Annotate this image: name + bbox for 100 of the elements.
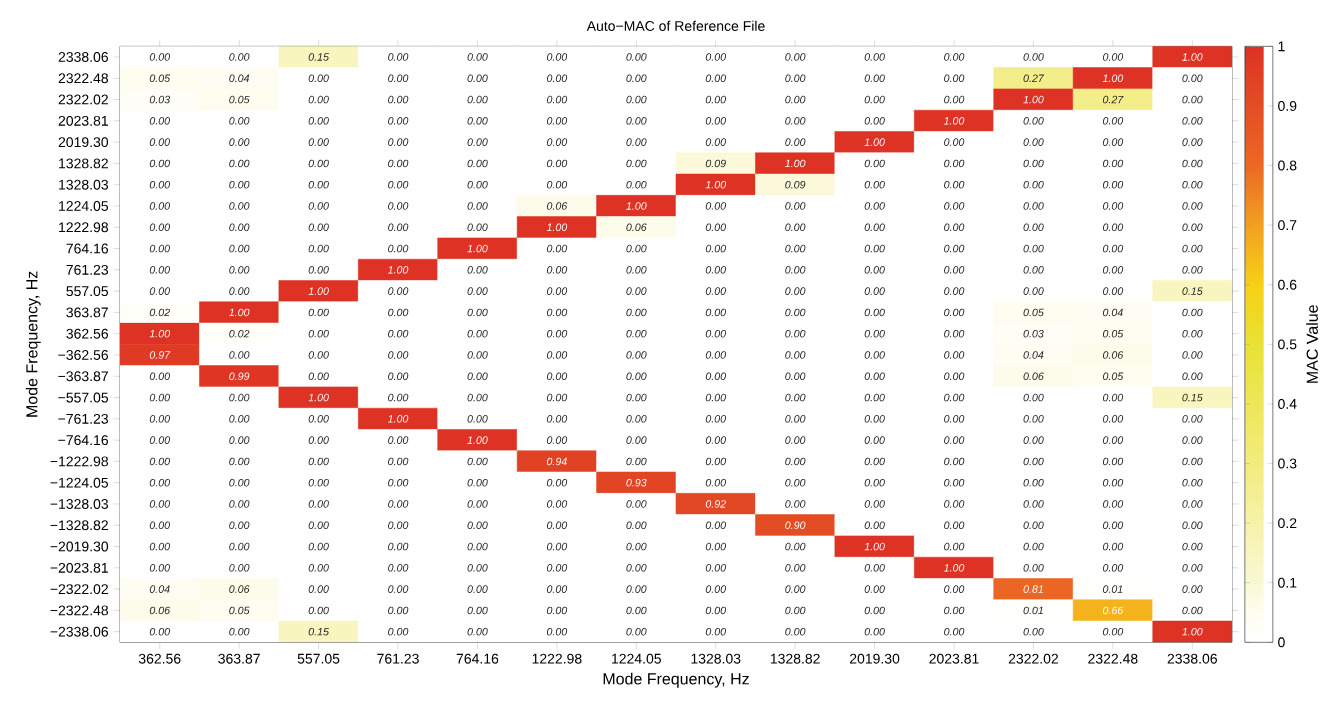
data-label: 0.00: [626, 500, 647, 508]
data-label: 0.00: [626, 393, 647, 402]
data-label: 0.00: [546, 329, 568, 338]
data-label: 0.00: [467, 478, 488, 487]
data-label: 0.00: [546, 138, 568, 146]
data-label: 0.00: [1182, 223, 1203, 232]
data-label: 0.00: [388, 521, 409, 530]
data-label: 0.00: [864, 329, 885, 338]
data-label: 0.03: [1023, 329, 1044, 338]
data-label: 0.00: [388, 627, 409, 636]
data-label: 0.00: [308, 521, 329, 530]
data-label: 0.00: [944, 436, 965, 444]
data-label: 0.00: [626, 95, 647, 104]
data-label: 0.00: [785, 436, 806, 444]
data-label: 0.00: [308, 138, 329, 146]
data-label: 0.00: [388, 53, 409, 61]
data-label: 0.00: [864, 180, 885, 189]
data-label: 0.00: [467, 627, 488, 636]
data-label: 0.06: [546, 202, 568, 210]
data-label: 0.00: [229, 436, 250, 444]
data-label: 0.00: [1182, 542, 1203, 551]
data-label: 0.00: [1182, 117, 1203, 125]
data-label: 0.00: [388, 329, 409, 338]
data-label: 0.00: [705, 223, 726, 232]
data-label: 0.00: [785, 138, 806, 146]
data-label: 0.00: [1023, 159, 1044, 168]
y-tick-label: −557.05: [58, 392, 109, 403]
y-tick-label: 761.23: [66, 264, 109, 275]
data-label: 0.00: [546, 627, 568, 636]
data-label: 0.00: [308, 542, 329, 551]
data-label: 0.00: [1102, 138, 1124, 146]
data-label: 0.00: [705, 372, 726, 381]
data-label: 0.00: [705, 415, 726, 423]
data-label: 0.00: [1023, 180, 1044, 189]
data-label: 0.00: [149, 436, 171, 444]
data-label: 0.00: [1182, 521, 1203, 530]
data-label: 1.00: [1102, 74, 1124, 83]
x-tick-label: 2023.81: [929, 653, 979, 664]
data-label: 0.00: [229, 287, 250, 295]
data-label: 0.00: [1182, 351, 1203, 359]
data-label: 0.00: [467, 266, 488, 274]
data-label: 1.00: [467, 436, 488, 444]
data-label: 0.15: [308, 53, 329, 61]
data-label: 0.00: [1102, 500, 1124, 508]
x-tick-label: 362.56: [138, 653, 181, 664]
data-label: 0.05: [229, 95, 250, 104]
data-label: 0.00: [1023, 223, 1044, 232]
data-label: 0.27: [1023, 74, 1045, 83]
data-label: 0.00: [388, 117, 409, 125]
data-label: 0.00: [229, 266, 250, 274]
data-label: 0.00: [785, 329, 806, 338]
data-label: 0.00: [705, 585, 726, 593]
data-label: 0.00: [944, 329, 965, 338]
data-label: 1.00: [149, 329, 171, 338]
color-bar-label: 0.3: [1278, 458, 1297, 469]
y-tick-label: −764.16: [58, 435, 109, 446]
data-label: 1.00: [308, 287, 329, 295]
data-label: 0.00: [785, 74, 806, 83]
data-label: 0.00: [546, 117, 568, 125]
data-label: 0.00: [705, 266, 726, 274]
data-label: 0.00: [467, 415, 488, 423]
data-label: 0.00: [467, 329, 488, 338]
data-label: 0.00: [705, 393, 726, 402]
data-label: 0.00: [229, 542, 250, 551]
color-bar-label: 0.5: [1278, 339, 1297, 350]
data-label: 0.00: [308, 74, 329, 83]
data-label: 0.00: [705, 542, 726, 551]
data-label: 0.00: [944, 585, 965, 593]
data-label: 0.00: [1102, 627, 1124, 636]
data-label: 0.00: [467, 500, 488, 508]
x-tick-label: 2322.02: [1008, 653, 1059, 664]
data-label: 0.03: [149, 95, 171, 104]
x-tick-label: 557.05: [297, 653, 340, 664]
data-label: 1.00: [864, 542, 885, 551]
data-label: 0.00: [705, 606, 726, 615]
data-label: 0.00: [864, 159, 885, 168]
data-label: 0.00: [388, 74, 409, 83]
data-label: 0.00: [705, 117, 726, 125]
data-label: 0.00: [944, 393, 965, 402]
data-label: 0.00: [467, 542, 488, 551]
y-tick-label: 1222.98: [59, 222, 109, 233]
y-tick-label: −2023.81: [50, 562, 108, 573]
data-label: 0.00: [149, 202, 171, 210]
data-label: 0.00: [626, 564, 647, 572]
data-label: 0.00: [785, 308, 806, 317]
data-label: 0.00: [546, 585, 568, 593]
data-label: 0.00: [546, 372, 568, 381]
data-label: 0.00: [864, 393, 885, 402]
data-label: 0.05: [1102, 372, 1124, 381]
y-tick-label: 2322.48: [58, 73, 109, 84]
x-tick-label: 2019.30: [849, 653, 900, 664]
data-label: 0.00: [149, 287, 171, 295]
data-label: 0.00: [1182, 606, 1203, 615]
data-label: 0.00: [785, 415, 806, 423]
data-label: 0.00: [229, 393, 250, 402]
data-label: 0.00: [546, 542, 568, 551]
data-label: 0.00: [1182, 74, 1203, 83]
data-label: 0.00: [1023, 564, 1044, 572]
data-label: 1.00: [943, 564, 965, 572]
data-label: 0.00: [1023, 117, 1044, 125]
